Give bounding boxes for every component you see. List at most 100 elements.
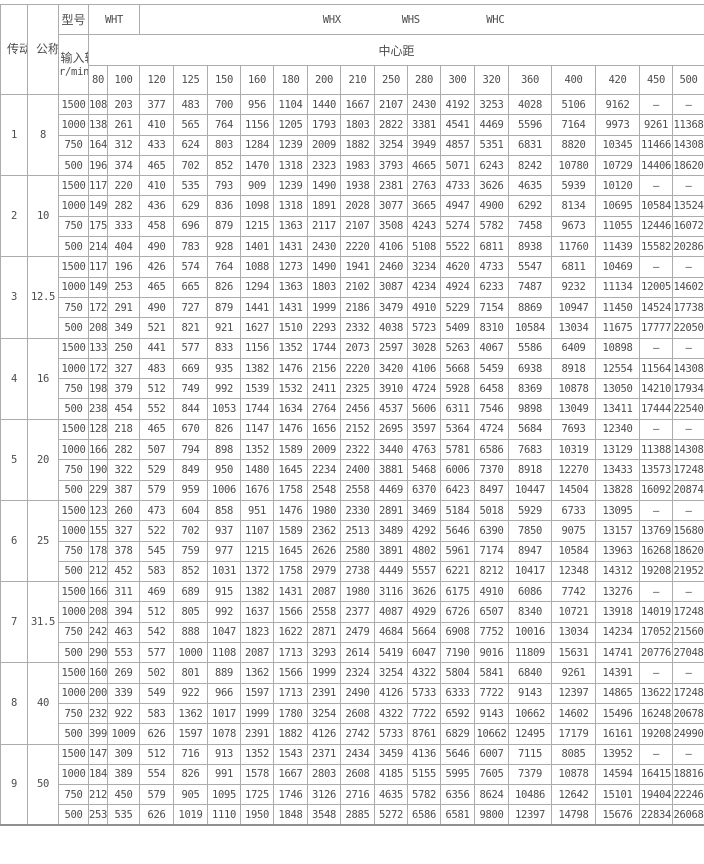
value-cell: 184	[89, 764, 108, 784]
nominal-ratio-cell: 25	[28, 500, 59, 581]
value-cell: 3489	[375, 521, 408, 541]
value-cell: 1803	[341, 115, 375, 135]
value-cell: —	[640, 338, 673, 358]
value-cell: 13411	[596, 399, 640, 419]
value-cell: 208	[89, 318, 108, 338]
value-cell: 6333	[441, 683, 475, 703]
value-cell: 11564	[640, 358, 673, 378]
value-cell: 16092	[640, 480, 673, 500]
value-cell: 13276	[596, 582, 640, 602]
value-cell: 17179	[552, 724, 596, 744]
value-cell: 16415	[640, 764, 673, 784]
value-cell: 14504	[552, 480, 596, 500]
value-cell: 549	[140, 683, 174, 703]
nominal-ratio-cell: 20	[28, 419, 59, 500]
value-cell: 1352	[274, 338, 308, 358]
value-cell: 535	[108, 805, 140, 825]
value-cell: 1627	[241, 318, 274, 338]
value-cell: 1848	[274, 805, 308, 825]
value-cell: 5586	[509, 338, 552, 358]
value-cell: 128	[89, 419, 108, 439]
value-cell: 433	[140, 135, 174, 155]
value-cell: 6292	[509, 196, 552, 216]
center-distance-tick: 450	[640, 66, 673, 95]
value-cell: 702	[174, 521, 208, 541]
value-cell: 5929	[509, 500, 552, 520]
value-cell: 11368	[673, 115, 704, 135]
input-speed-cell: 750	[59, 297, 89, 317]
value-cell: 10662	[509, 703, 552, 723]
value-cell: 6423	[441, 480, 475, 500]
value-cell: 14234	[596, 622, 640, 642]
model-wht-cell: WHT	[89, 5, 140, 35]
ratio-code-cell: 5	[1, 419, 28, 500]
value-cell: 291	[108, 297, 140, 317]
value-cell: 669	[174, 358, 208, 378]
value-cell: 333	[108, 216, 140, 236]
value-cell: 11809	[509, 643, 552, 663]
value-cell: 2377	[341, 602, 375, 622]
value-cell: 12642	[552, 785, 596, 805]
value-cell: 937	[208, 521, 241, 541]
value-cell: 1382	[241, 358, 274, 378]
value-cell: 5459	[475, 358, 509, 378]
input-speed-cell: 750	[59, 785, 89, 805]
center-distance-tick: 200	[308, 66, 341, 95]
value-cell: 11675	[596, 318, 640, 338]
value-cell: 387	[108, 480, 140, 500]
value-cell: 17052	[640, 622, 673, 642]
value-cell: 20776	[640, 643, 673, 663]
value-cell: 6409	[552, 338, 596, 358]
nominal-ratio-cell: 8	[28, 95, 59, 176]
value-cell: 1239	[274, 176, 308, 196]
value-cell: 117	[89, 176, 108, 196]
value-cell: 2513	[341, 521, 375, 541]
value-cell: 905	[174, 785, 208, 805]
value-cell: 2803	[308, 764, 341, 784]
value-cell: 2885	[341, 805, 375, 825]
value-cell: 2460	[375, 257, 408, 277]
value-cell: 4449	[375, 561, 408, 581]
ratio-code-cell: 8	[1, 663, 28, 744]
value-cell: 6356	[441, 785, 475, 805]
value-cell: 1431	[274, 582, 308, 602]
value-cell: 282	[108, 440, 140, 460]
value-cell: 3253	[475, 95, 509, 115]
value-cell: 339	[108, 683, 140, 703]
value-cell: 212	[89, 785, 108, 805]
value-cell: 14391	[596, 663, 640, 683]
value-cell: 8212	[475, 561, 509, 581]
value-cell: 16268	[640, 541, 673, 561]
value-cell: 3665	[408, 196, 441, 216]
center-distance-tick: 320	[475, 66, 509, 95]
value-cell: 1401	[241, 237, 274, 257]
value-cell: —	[673, 744, 704, 764]
value-cell: 574	[174, 257, 208, 277]
value-cell: 4469	[475, 115, 509, 135]
value-cell: 803	[208, 135, 241, 155]
input-speed-cell: 750	[59, 541, 89, 561]
value-cell: 12340	[596, 419, 640, 439]
value-cell: 21952	[673, 561, 704, 581]
value-cell: 826	[208, 277, 241, 297]
value-cell: 764	[208, 115, 241, 135]
value-cell: 7379	[509, 764, 552, 784]
value-cell: 1938	[341, 176, 375, 196]
value-cell: 2400	[341, 460, 375, 480]
value-cell: 624	[174, 135, 208, 155]
value-cell: 6311	[441, 399, 475, 419]
value-cell: 1803	[308, 277, 341, 297]
value-cell: 5018	[475, 500, 509, 520]
ratio-code-cell: 3	[1, 257, 28, 338]
input-speed-cell: 750	[59, 379, 89, 399]
input-speed-cell: 750	[59, 135, 89, 155]
value-cell: 4136	[408, 744, 441, 764]
value-cell: 992	[208, 602, 241, 622]
value-cell: 1510	[274, 318, 308, 338]
value-cell: 3440	[375, 440, 408, 460]
value-cell: 579	[140, 785, 174, 805]
model-group-cell: WHX WHS WHC	[140, 5, 704, 35]
value-cell: 10947	[552, 297, 596, 317]
